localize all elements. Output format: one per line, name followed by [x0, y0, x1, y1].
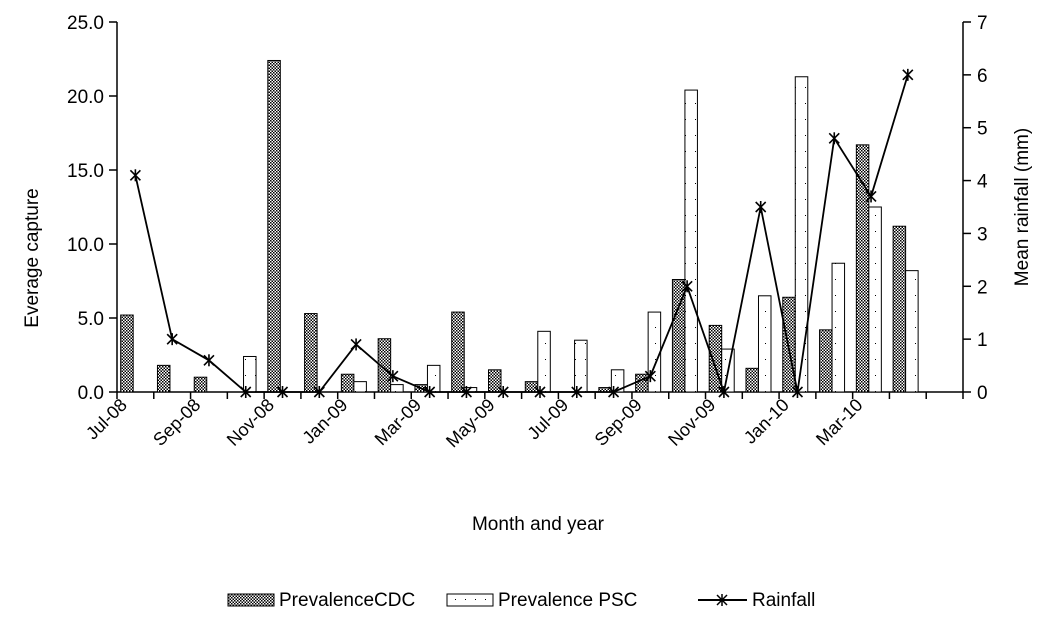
y2-tick-label: 7 — [977, 13, 988, 34]
bar-prevalence-psc — [868, 206, 882, 393]
legend-label-psc: Prevalence PSC — [498, 590, 637, 611]
rainfall-point — [350, 338, 362, 351]
rainfall-point — [166, 333, 178, 346]
bars-group — [120, 59, 919, 393]
x-tick-label: Sep-09 — [591, 395, 646, 450]
y2-axis-title: Mean rainfall (mm) — [1012, 128, 1033, 286]
y-tick-label: 25.0 — [67, 13, 104, 34]
rainfall-point — [534, 386, 546, 398]
bar-prevalence-psc — [574, 339, 588, 393]
x-tick-label: Jan-09 — [298, 395, 351, 448]
bar-prevalence-cdc — [745, 367, 759, 393]
y2-tick-label: 0 — [977, 383, 988, 404]
rainfall-point — [902, 68, 914, 81]
rainfall-point — [424, 386, 436, 398]
bar-prevalence-cdc — [451, 311, 465, 393]
x-tick-label: Sep-08 — [149, 395, 204, 450]
rainfall-point — [387, 370, 399, 383]
bar-prevalence-cdc — [156, 364, 171, 393]
rainfall-point — [276, 386, 289, 398]
rainfall-point — [828, 132, 840, 145]
rainfall-point — [791, 386, 804, 398]
y-tick-label: 5.0 — [78, 309, 104, 330]
x-tick-label: Mar-09 — [371, 395, 425, 449]
bar-prevalence-cdc — [193, 376, 208, 393]
rainfall-point — [865, 190, 877, 203]
x-tick-label: Jul-09 — [523, 395, 572, 444]
x-tick-label: Nov-09 — [664, 395, 719, 450]
rainfall-point — [644, 370, 656, 383]
y-tick-label: 0.0 — [78, 383, 104, 404]
bar-prevalence-psc — [831, 262, 846, 393]
rainfall-point — [129, 169, 141, 182]
bar-prevalence-psc — [537, 330, 551, 393]
legend-rainfall-marker — [716, 594, 728, 606]
y-axis-title: Everage capture — [22, 188, 43, 327]
y2-tick-label: 5 — [977, 119, 988, 140]
y2-tick-label: 4 — [977, 172, 988, 193]
rainfall-line — [134, 74, 909, 396]
bar-prevalence-cdc — [120, 314, 134, 393]
rainfall-point — [681, 280, 693, 293]
rainfall-point — [497, 386, 509, 398]
rainfall-point — [571, 386, 583, 398]
rainfall-point — [240, 386, 252, 398]
x-tick-label: Mar-10 — [812, 395, 866, 449]
rainfall-line-group — [129, 68, 914, 398]
x-tick-label: Jan-10 — [740, 395, 793, 448]
rainfall-point — [460, 386, 473, 398]
legend-swatch-psc — [446, 593, 494, 607]
bar-prevalence-cdc — [782, 296, 796, 393]
rainfall-point — [203, 354, 215, 367]
bar-prevalence-cdc — [340, 373, 355, 393]
y-tick-label: 20.0 — [67, 87, 104, 108]
legend-label-rainfall: Rainfall — [752, 590, 815, 611]
bar-prevalence-psc — [757, 295, 772, 393]
bar-prevalence-psc — [905, 270, 919, 393]
bar-prevalence-cdc — [819, 329, 833, 393]
y-tick-label: 10.0 — [67, 235, 104, 256]
bar-prevalence-cdc — [304, 313, 318, 393]
y2-tick-label: 1 — [977, 330, 988, 351]
bar-prevalence-cdc — [377, 338, 392, 393]
bar-prevalence-psc — [794, 76, 809, 393]
bar-prevalence-cdc — [635, 373, 649, 393]
rainfall-point — [755, 201, 767, 213]
legend-label-cdc: PrevalenceCDC — [279, 590, 415, 611]
legend: PrevalenceCDC Prevalence PSC Rainfall — [227, 590, 815, 611]
rainfall-point — [718, 386, 730, 398]
bar-prevalence-psc — [684, 89, 698, 393]
x-tick-label: Nov-08 — [223, 395, 278, 450]
legend-swatch-cdc — [227, 593, 275, 607]
bar-prevalence-psc — [390, 384, 404, 393]
rainfall-point — [607, 386, 620, 398]
bar-prevalence-cdc — [892, 225, 907, 393]
labels-group: Everage capture Mean rainfall (mm) Month… — [22, 128, 1033, 535]
bar-prevalence-cdc — [267, 59, 281, 393]
x-axis-title: Month and year — [472, 514, 605, 535]
y2-tick-label: 2 — [977, 277, 988, 298]
y2-tick-label: 6 — [977, 66, 988, 87]
x-tick-label: May-09 — [442, 395, 499, 452]
bar-prevalence-psc — [353, 381, 367, 393]
rainfall-point — [313, 386, 325, 398]
y-tick-label: 15.0 — [67, 161, 104, 182]
y2-tick-label: 3 — [977, 224, 988, 245]
bar-prevalence-psc — [610, 369, 625, 393]
